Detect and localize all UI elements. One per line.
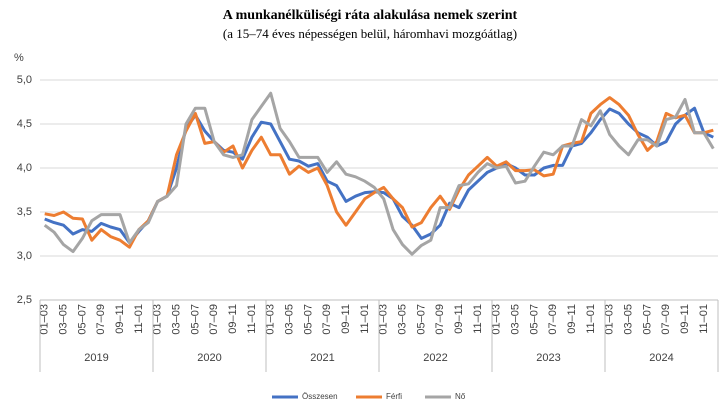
x-tick-label: 11–01 [472, 304, 484, 334]
x-tick-label: 01–03 [378, 304, 390, 335]
x-tick-label: 07–09 [434, 304, 446, 335]
legend-label: Nő [455, 392, 466, 401]
y-axis-label: % [14, 52, 24, 64]
legend-label: Férfi [386, 392, 402, 401]
x-tick-label: 01–03 [604, 304, 616, 335]
chart-subtitle: (a 15–74 éves népességen belül, háromhav… [223, 26, 517, 41]
year-label: 2021 [310, 352, 334, 364]
x-tick-label: 07–09 [208, 304, 220, 335]
x-tick-label: 11–01 [698, 304, 710, 334]
x-tick-label: 11–01 [585, 304, 597, 334]
year-label: 2024 [649, 352, 673, 364]
x-tick-label: 03–05 [283, 304, 295, 335]
y-tick-label: 5,0 [17, 74, 32, 86]
y-tick-label: 3,5 [17, 206, 32, 218]
x-tick-label: 05–07 [415, 304, 427, 335]
x-tick-label: 09–11 [566, 304, 578, 334]
x-tick-label: 03–05 [57, 304, 69, 335]
legend-label: Összesen [302, 392, 338, 401]
y-tick-label: 3,0 [17, 250, 32, 262]
x-tick-label: 01–03 [152, 304, 164, 335]
x-tick-label: 07–09 [321, 304, 333, 335]
y-tick-label: 4,5 [17, 118, 32, 130]
x-tick-label: 03–05 [170, 304, 182, 335]
x-tick-label: 11–01 [359, 304, 371, 334]
x-tick-label: 07–09 [660, 304, 672, 335]
x-tick-label: 07–09 [95, 304, 107, 335]
x-tick-label: 09–11 [114, 304, 126, 334]
x-tick-label: 11–01 [246, 304, 258, 334]
year-label: 2019 [84, 352, 108, 364]
x-tick-label: 01–03 [491, 304, 503, 335]
x-tick-label: 05–07 [189, 304, 201, 335]
x-tick-label: 09–11 [679, 304, 691, 334]
year-label: 2022 [423, 352, 447, 364]
x-tick-label: 05–07 [528, 304, 540, 335]
year-label: 2023 [536, 352, 560, 364]
x-tick-label: 09–11 [227, 304, 239, 334]
x-tick-label: 03–05 [509, 304, 521, 335]
chart-title: A munkanélküliségi ráta alakulása nemek … [223, 8, 518, 23]
x-tick-label: 03–05 [622, 304, 634, 335]
y-tick-label: 4,0 [17, 162, 32, 174]
year-label: 2020 [197, 352, 221, 364]
x-tick-label: 05–07 [302, 304, 314, 335]
x-tick-label: 03–05 [396, 304, 408, 335]
x-tick-label: 05–07 [641, 304, 653, 335]
series-line [43, 91, 715, 256]
y-tick-label: 2,5 [17, 294, 32, 306]
x-tick-label: 01–03 [39, 304, 51, 335]
x-tick-label: 01–03 [265, 304, 277, 335]
x-tick-label: 09–11 [453, 304, 465, 334]
x-tick-label: 05–07 [76, 304, 88, 335]
x-tick-label: 11–01 [133, 304, 145, 334]
x-tick-label: 07–09 [547, 304, 559, 335]
x-tick-label: 09–11 [340, 304, 352, 334]
